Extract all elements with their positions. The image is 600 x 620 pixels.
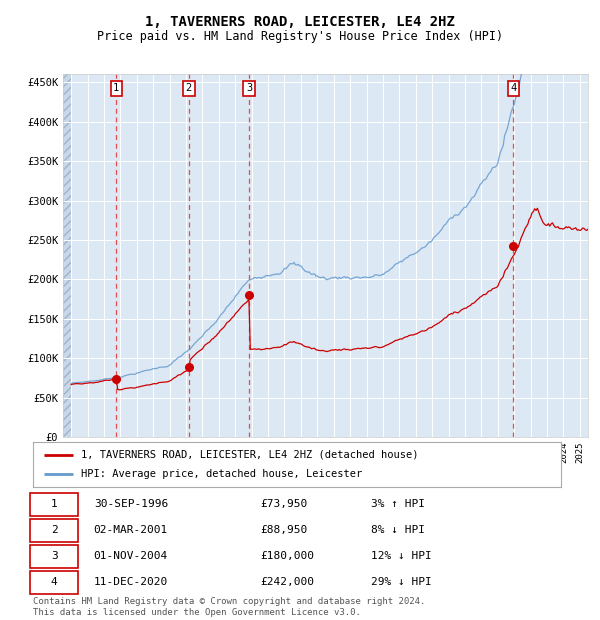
Text: £180,000: £180,000 [260,551,314,561]
Text: 3% ↑ HPI: 3% ↑ HPI [371,499,425,509]
Text: Price paid vs. HM Land Registry's House Price Index (HPI): Price paid vs. HM Land Registry's House … [97,30,503,43]
Text: £73,950: £73,950 [260,499,307,509]
Text: 12% ↓ HPI: 12% ↓ HPI [371,551,431,561]
Text: 1, TAVERNERS ROAD, LEICESTER, LE4 2HZ: 1, TAVERNERS ROAD, LEICESTER, LE4 2HZ [145,16,455,30]
Text: 30-SEP-1996: 30-SEP-1996 [94,499,168,509]
Text: 2: 2 [186,84,192,94]
Text: £242,000: £242,000 [260,577,314,587]
Text: HPI: Average price, detached house, Leicester: HPI: Average price, detached house, Leic… [80,469,362,479]
Text: 3: 3 [246,84,252,94]
FancyBboxPatch shape [31,545,78,567]
FancyBboxPatch shape [31,493,78,515]
Text: 01-NOV-2004: 01-NOV-2004 [94,551,168,561]
Text: 1, TAVERNERS ROAD, LEICESTER, LE4 2HZ (detached house): 1, TAVERNERS ROAD, LEICESTER, LE4 2HZ (d… [80,450,418,459]
Text: £88,950: £88,950 [260,525,307,535]
Text: 1: 1 [113,84,119,94]
FancyBboxPatch shape [31,519,78,541]
Text: 11-DEC-2020: 11-DEC-2020 [94,577,168,587]
Text: Contains HM Land Registry data © Crown copyright and database right 2024.
This d: Contains HM Land Registry data © Crown c… [33,598,425,617]
Text: 1: 1 [51,499,58,509]
FancyBboxPatch shape [31,571,78,593]
Text: 29% ↓ HPI: 29% ↓ HPI [371,577,431,587]
Text: 8% ↓ HPI: 8% ↓ HPI [371,525,425,535]
Text: 02-MAR-2001: 02-MAR-2001 [94,525,168,535]
Text: 2: 2 [51,525,58,535]
Text: 4: 4 [51,577,58,587]
Text: 4: 4 [510,84,517,94]
Text: 3: 3 [51,551,58,561]
